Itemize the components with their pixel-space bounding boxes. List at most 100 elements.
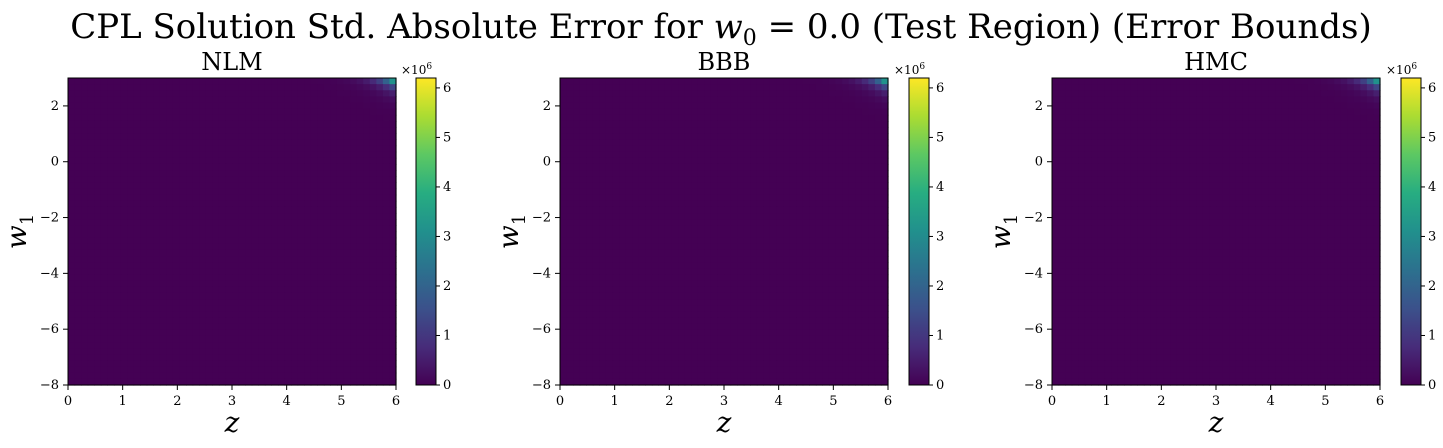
heatmap-cell <box>638 102 646 110</box>
heatmap-cell <box>172 243 181 251</box>
heatmap-cell <box>815 188 823 196</box>
heatmap-cell <box>350 348 358 355</box>
heatmap-cell <box>186 237 194 245</box>
heatmap-cell <box>625 182 633 190</box>
heatmap-cell <box>140 114 148 122</box>
heatmap-cell <box>730 96 738 104</box>
heatmap-cell <box>120 200 128 208</box>
heatmap-cell <box>881 323 889 331</box>
heatmap-cell <box>605 182 614 190</box>
heatmap-cell <box>796 114 804 122</box>
heatmap-cell <box>382 268 391 276</box>
heatmap-cell <box>573 274 581 282</box>
heatmap-cell <box>697 96 705 104</box>
heatmap-cell <box>264 151 272 159</box>
heatmap-cell <box>212 231 220 239</box>
heatmap-cell <box>697 329 705 337</box>
heatmap-cell <box>218 133 227 140</box>
heatmap-cell <box>586 237 594 245</box>
heatmap-cell <box>343 292 351 300</box>
heatmap-cell <box>848 120 856 128</box>
heatmap-cell <box>350 360 358 368</box>
heatmap-cell <box>159 280 167 288</box>
heatmap-cell <box>842 256 850 263</box>
heatmap-cell <box>619 292 627 300</box>
heatmap-cell <box>120 329 128 337</box>
heatmap-cell <box>769 102 778 110</box>
heatmap-cell <box>100 219 108 226</box>
heatmap-cell <box>651 372 659 380</box>
heatmap-cell <box>605 200 614 208</box>
heatmap-cell <box>586 139 594 147</box>
heatmap-cell <box>238 151 246 159</box>
heatmap-cell <box>815 317 823 325</box>
heatmap-cell <box>225 157 233 165</box>
heatmap-cell <box>822 317 830 325</box>
heatmap-cell <box>258 280 266 288</box>
heatmap-cell <box>822 176 830 183</box>
heatmap-cell <box>382 206 391 214</box>
heatmap-cell <box>789 213 797 220</box>
heatmap-cell <box>172 176 181 183</box>
heatmap-cell <box>120 151 128 159</box>
heatmap-cell <box>212 274 220 282</box>
heatmap-cell <box>848 243 856 251</box>
heatmap-cell <box>238 78 246 85</box>
heatmap-cell <box>186 84 194 91</box>
heatmap-cell <box>245 317 253 325</box>
heatmap-cell <box>697 274 705 282</box>
heatmap-cell <box>94 108 102 116</box>
heatmap-cell <box>710 262 719 269</box>
heatmap-cell <box>868 157 876 165</box>
heatmap-cell <box>717 188 725 196</box>
heatmap-cell <box>389 114 397 122</box>
heatmap-cell <box>205 348 213 355</box>
heatmap-cell <box>350 151 358 159</box>
heatmap-cell <box>868 163 876 171</box>
heatmap-cell <box>756 317 764 325</box>
heatmap-cell <box>743 127 751 134</box>
heatmap-cell <box>179 182 187 190</box>
heatmap-cell <box>271 176 279 183</box>
heatmap-cell <box>100 237 108 245</box>
heatmap-cell <box>560 323 568 331</box>
heatmap-cell <box>140 256 148 263</box>
heatmap-cell <box>100 188 108 196</box>
heatmap-cell <box>159 231 167 239</box>
heatmap-cell <box>704 145 712 153</box>
heatmap-cell <box>783 323 791 331</box>
heatmap-cell <box>140 157 148 165</box>
heatmap-cell <box>717 317 725 325</box>
heatmap-cell <box>218 323 227 331</box>
heatmap-cell <box>638 120 646 128</box>
heatmap-cell <box>140 188 148 196</box>
heatmap-cell <box>717 151 725 159</box>
heatmap-cell <box>710 342 719 349</box>
heatmap-cell <box>651 366 659 374</box>
heatmap-cell <box>704 225 712 233</box>
heatmap-cell <box>192 194 200 202</box>
heatmap-cell <box>789 84 797 91</box>
heatmap-cell <box>822 342 830 349</box>
heatmap-cell <box>304 225 312 233</box>
heatmap-cell <box>382 225 391 233</box>
heatmap-cell <box>356 366 364 374</box>
heatmap-cell <box>113 305 122 312</box>
heatmap-cell <box>245 96 253 104</box>
heatmap-cell <box>861 249 869 257</box>
heatmap-cell <box>828 225 837 233</box>
heatmap-cell <box>330 335 338 343</box>
heatmap-cell <box>87 219 95 226</box>
heatmap-cell <box>382 114 391 122</box>
heatmap-cell <box>310 231 318 239</box>
heatmap-cell <box>855 182 863 190</box>
heatmap-cell <box>146 151 154 159</box>
heatmap-cell <box>133 90 141 98</box>
heatmap-cell <box>94 163 102 171</box>
heatmap-cell <box>769 256 778 263</box>
heatmap-cell <box>724 360 732 368</box>
heatmap-cell <box>756 163 764 171</box>
heatmap-cell <box>251 342 259 349</box>
heatmap-cell <box>179 78 187 85</box>
heatmap-cell <box>218 348 227 355</box>
